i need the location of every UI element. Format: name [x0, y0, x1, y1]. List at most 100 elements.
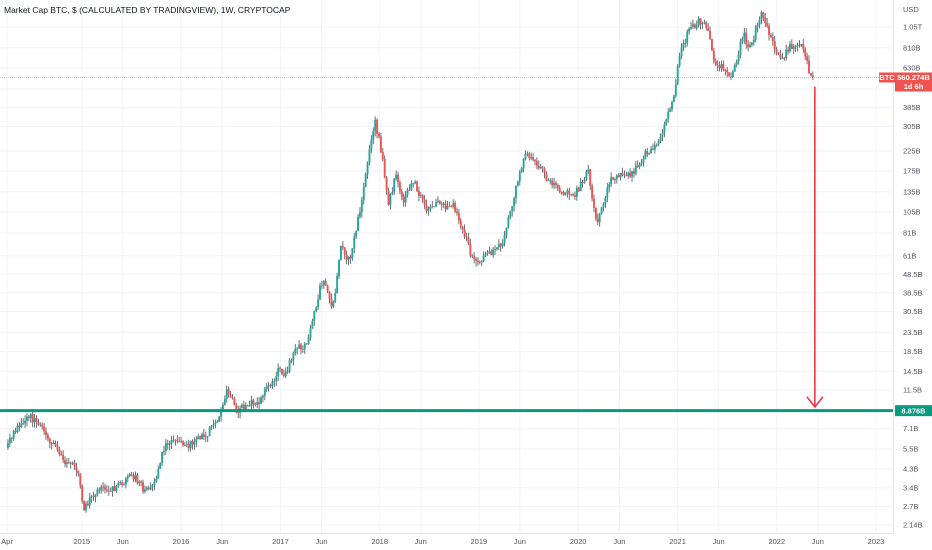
candle-body-down	[762, 12, 765, 18]
x-tick-label: 2023	[868, 537, 885, 546]
candle-body-up	[124, 478, 127, 485]
candle-body-up	[703, 22, 706, 24]
candle-body-down	[182, 441, 184, 446]
candle-body-down	[693, 24, 696, 29]
candle-body-up	[644, 151, 647, 160]
candle-body-up	[241, 404, 243, 409]
candle-body-up	[585, 171, 588, 180]
candle-body-up	[33, 418, 36, 423]
y-tick-label: 48.5B	[903, 270, 923, 279]
candle-body-up	[789, 44, 791, 52]
candle-body-down	[107, 490, 110, 492]
candle-body-up	[320, 285, 323, 287]
candle-body-down	[747, 44, 750, 47]
candle-body-down	[804, 48, 807, 57]
candle-body-up	[410, 183, 413, 190]
candle-body-up	[271, 381, 274, 387]
candle-body-up	[366, 162, 369, 175]
candle-body-up	[315, 307, 318, 312]
candle-body-down	[301, 349, 304, 350]
candle-layer	[7, 10, 814, 513]
candle-body-up	[195, 439, 198, 443]
candle-body-up	[642, 159, 645, 163]
candle-body-down	[345, 254, 348, 260]
candle-body-down	[431, 206, 434, 208]
candle-body-up	[672, 96, 675, 102]
candle-body-down	[14, 431, 17, 433]
candle-body-down	[440, 203, 443, 205]
candle-body-up	[145, 487, 148, 490]
candle-body-down	[438, 201, 441, 204]
candle-body-down	[589, 169, 592, 186]
candle-body-up	[414, 181, 417, 184]
candle-body-down	[227, 389, 230, 395]
candle-body-down	[58, 449, 61, 454]
candle-body-down	[136, 474, 139, 484]
candle-body-down	[102, 486, 105, 488]
candle-body-down	[280, 369, 283, 374]
candle-body-up	[261, 395, 264, 398]
candle-body-down	[86, 503, 89, 506]
candle-body-up	[347, 256, 350, 260]
candle-body-up	[138, 481, 141, 484]
candle-body-up	[389, 193, 392, 205]
candle-body-up	[172, 439, 175, 441]
candle-body-down	[769, 34, 772, 37]
candle-body-up	[496, 247, 498, 250]
candle-body-up	[752, 39, 755, 43]
x-tick-label: 2015	[73, 537, 90, 546]
candle-body-up	[437, 201, 439, 203]
candle-body-down	[199, 436, 202, 440]
y-tick-label: 7.1B	[903, 424, 918, 433]
candle-body-down	[448, 205, 451, 207]
candle-body-down	[421, 195, 424, 200]
candle-body-up	[372, 131, 375, 140]
x-axis[interactable]: Apr 2015 Jun 2016 Jun 2017 Jun 2018 Jun 2019 Jun 20…	[1, 537, 884, 546]
y-axis[interactable]: 1.05T810B630B485B385B305B225B175B135B105…	[903, 23, 923, 530]
candle-body-down	[290, 360, 293, 362]
candle-body-up	[516, 181, 519, 187]
candle-body-down	[623, 174, 626, 176]
support-price-label: 8.876B	[901, 406, 926, 415]
candle-body-up	[313, 311, 316, 321]
candle-body-up	[275, 376, 278, 381]
candle-body-down	[330, 298, 333, 307]
candle-body-down	[73, 462, 76, 467]
y-tick-label: 305B	[903, 122, 921, 131]
candle-body-down	[75, 466, 78, 471]
candle-body-up	[602, 204, 605, 208]
candle-body-up	[393, 178, 396, 193]
candle-body-up	[488, 251, 491, 254]
y-tick-label: 2.7B	[903, 502, 918, 511]
candle-body-up	[12, 431, 15, 439]
candle-body-up	[220, 409, 223, 417]
candle-body-down	[450, 206, 453, 207]
candle-body-up	[754, 26, 757, 40]
candle-body-up	[650, 148, 653, 153]
candle-body-up	[669, 109, 672, 112]
y-tick-label: 3.4B	[903, 483, 918, 492]
candle-body-up	[598, 213, 601, 223]
candle-body-down	[625, 175, 628, 177]
candle-body-down	[705, 22, 708, 29]
chart-title: Market Cap BTC, $ (CALCULATED BY TRADING…	[4, 5, 291, 15]
candle-body-up	[151, 485, 154, 488]
candle-body-down	[798, 45, 801, 47]
candle-body-up	[119, 482, 122, 484]
candle-body-up	[288, 360, 291, 373]
candle-body-up	[627, 172, 630, 176]
candle-body-down	[140, 481, 143, 483]
candle-body-up	[24, 420, 27, 424]
candle-body-up	[7, 443, 9, 448]
candle-body-up	[794, 46, 797, 48]
candle-body-up	[579, 182, 582, 192]
candle-body-up	[758, 19, 761, 25]
candle-body-up	[433, 206, 436, 208]
candle-body-up	[322, 280, 325, 286]
candle-body-up	[359, 212, 361, 217]
candle-body-down	[790, 44, 793, 50]
candle-body-up	[284, 371, 287, 376]
candle-body-down	[176, 440, 179, 442]
candle-body-up	[189, 440, 192, 449]
candle-body-down	[54, 443, 57, 447]
